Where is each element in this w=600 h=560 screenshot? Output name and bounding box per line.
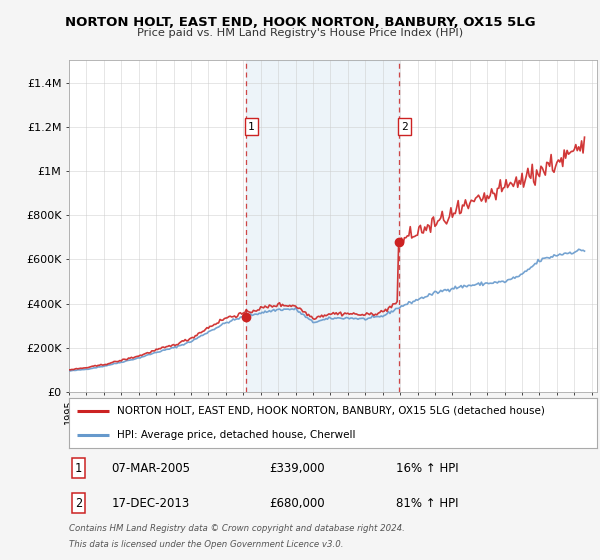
Text: 81% ↑ HPI: 81% ↑ HPI	[397, 497, 459, 510]
Text: £680,000: £680,000	[269, 497, 325, 510]
Text: This data is licensed under the Open Government Licence v3.0.: This data is licensed under the Open Gov…	[69, 540, 343, 549]
Text: 16% ↑ HPI: 16% ↑ HPI	[397, 462, 459, 475]
Text: 17-DEC-2013: 17-DEC-2013	[111, 497, 190, 510]
Text: HPI: Average price, detached house, Cherwell: HPI: Average price, detached house, Cher…	[116, 430, 355, 440]
Text: £339,000: £339,000	[269, 462, 325, 475]
Text: NORTON HOLT, EAST END, HOOK NORTON, BANBURY, OX15 5LG (detached house): NORTON HOLT, EAST END, HOOK NORTON, BANB…	[116, 405, 544, 416]
Bar	[246, 60, 400, 392]
Text: 1: 1	[248, 122, 255, 132]
Text: Price paid vs. HM Land Registry's House Price Index (HPI): Price paid vs. HM Land Registry's House …	[137, 28, 463, 38]
Text: 2: 2	[401, 122, 408, 132]
Text: 07-MAR-2005: 07-MAR-2005	[111, 462, 190, 475]
Text: NORTON HOLT, EAST END, HOOK NORTON, BANBURY, OX15 5LG: NORTON HOLT, EAST END, HOOK NORTON, BANB…	[65, 16, 535, 29]
Text: Contains HM Land Registry data © Crown copyright and database right 2024.: Contains HM Land Registry data © Crown c…	[69, 524, 405, 533]
Text: 2: 2	[75, 497, 82, 510]
Text: 1: 1	[75, 462, 82, 475]
